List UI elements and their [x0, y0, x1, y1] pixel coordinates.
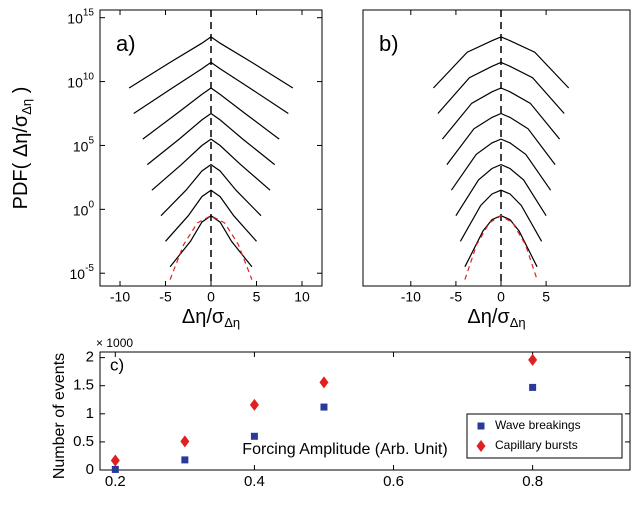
- x-axis-label-main: Δη/σ: [467, 306, 510, 328]
- y-tick-base: 10: [73, 202, 89, 218]
- legend-label: Wave breakings: [495, 418, 581, 432]
- x-tick-label: 0.6: [383, 473, 404, 490]
- marker: [528, 353, 538, 366]
- x-tick-label: 5: [542, 289, 550, 305]
- x-axis-label: Δη/σΔη: [182, 306, 240, 330]
- y-tick-exponent: -5: [85, 263, 94, 274]
- pdf-curve: [169, 214, 253, 268]
- marker: [180, 435, 190, 448]
- y-tick-base: 10: [70, 266, 86, 282]
- x-tick-label: 10: [294, 289, 310, 305]
- y-tick-base: 10: [73, 138, 89, 154]
- plot-frame: [362, 9, 631, 287]
- y-axis-label-end: ): [10, 87, 32, 99]
- pdf-curve: [165, 189, 257, 242]
- panel-label: b): [379, 31, 399, 56]
- x-tick-label: 0.8: [522, 473, 543, 490]
- x-tick-label: 0: [497, 289, 505, 305]
- pdf-curve: [441, 87, 561, 140]
- marker: [111, 465, 119, 473]
- x-tick-label: -5: [159, 289, 172, 305]
- y-tick-label: 2: [86, 349, 94, 366]
- y-tick-label: 0.5: [73, 433, 94, 450]
- x-axis-label-sub: Δη: [510, 315, 526, 330]
- marker: [110, 454, 120, 467]
- marker: [249, 398, 259, 411]
- y-tick-label: 0: [86, 461, 94, 478]
- x-tick-label: 5: [253, 289, 261, 305]
- y-tick-label: 105: [73, 135, 95, 154]
- fit-curve: [464, 214, 538, 280]
- x-tick-label: -10: [110, 289, 130, 305]
- legend-marker: [476, 440, 486, 452]
- marker: [181, 456, 189, 464]
- y-axis-label: Number of events: [51, 353, 68, 479]
- pdf-curve: [446, 112, 556, 165]
- x-tick-label: -10: [401, 289, 421, 305]
- x-axis-label: Δη/σΔη: [467, 306, 525, 330]
- pdf-curve: [146, 112, 276, 166]
- marker: [250, 432, 258, 440]
- x-tick-label: 0.2: [105, 473, 126, 490]
- y-axis-label-sub: Δη: [19, 99, 34, 115]
- pdf-curve: [437, 61, 565, 114]
- panel-label: c): [110, 355, 124, 374]
- y-tick-exponent: 15: [83, 7, 95, 18]
- axis-multiplier: × 1000: [96, 336, 133, 350]
- x-axis-label: Forcing Amplitude (Arb. Unit): [242, 441, 447, 458]
- y-tick-exponent: 5: [88, 135, 94, 146]
- panel-label: a): [116, 31, 136, 56]
- pdf-curve: [151, 138, 271, 191]
- x-tick-label: 0: [207, 289, 215, 305]
- marker: [320, 403, 328, 411]
- y-tick-label: 1015: [67, 7, 94, 26]
- y-tick-label: 1.5: [73, 377, 94, 394]
- pdf-curve: [160, 163, 262, 217]
- x-tick-label: -5: [450, 289, 463, 305]
- pdf-curve: [432, 36, 570, 89]
- marker: [529, 383, 537, 391]
- y-axis-label: PDF( Δη/σΔη ): [10, 87, 34, 210]
- y-tick-label: 1: [86, 405, 94, 422]
- legend-label: Capillary bursts: [495, 438, 578, 452]
- pdf-curve: [128, 36, 294, 89]
- y-tick-base: 10: [67, 74, 83, 90]
- legend-box: [466, 413, 623, 459]
- legend-marker: [477, 422, 485, 430]
- x-axis-label-main: Δη/σ: [182, 306, 225, 328]
- y-tick-exponent: 10: [83, 71, 95, 82]
- x-tick-label: 0.4: [244, 473, 265, 490]
- y-tick-label: 1010: [67, 71, 94, 90]
- x-axis-label-sub: Δη: [224, 315, 240, 330]
- pdf-curve: [133, 61, 289, 115]
- y-tick-label: 10-5: [70, 263, 95, 282]
- marker: [319, 376, 329, 389]
- pdf-curve: [142, 87, 280, 140]
- pdf-curve: [459, 189, 543, 242]
- pdf-curve: [455, 163, 547, 217]
- y-axis-label-main: PDF( Δη/σ: [10, 114, 32, 209]
- y-tick-label: 100: [73, 199, 95, 218]
- pdf-curve: [450, 138, 552, 191]
- y-tick-base: 10: [67, 10, 83, 26]
- y-tick-exponent: 0: [88, 199, 94, 210]
- fit-curve: [169, 215, 253, 280]
